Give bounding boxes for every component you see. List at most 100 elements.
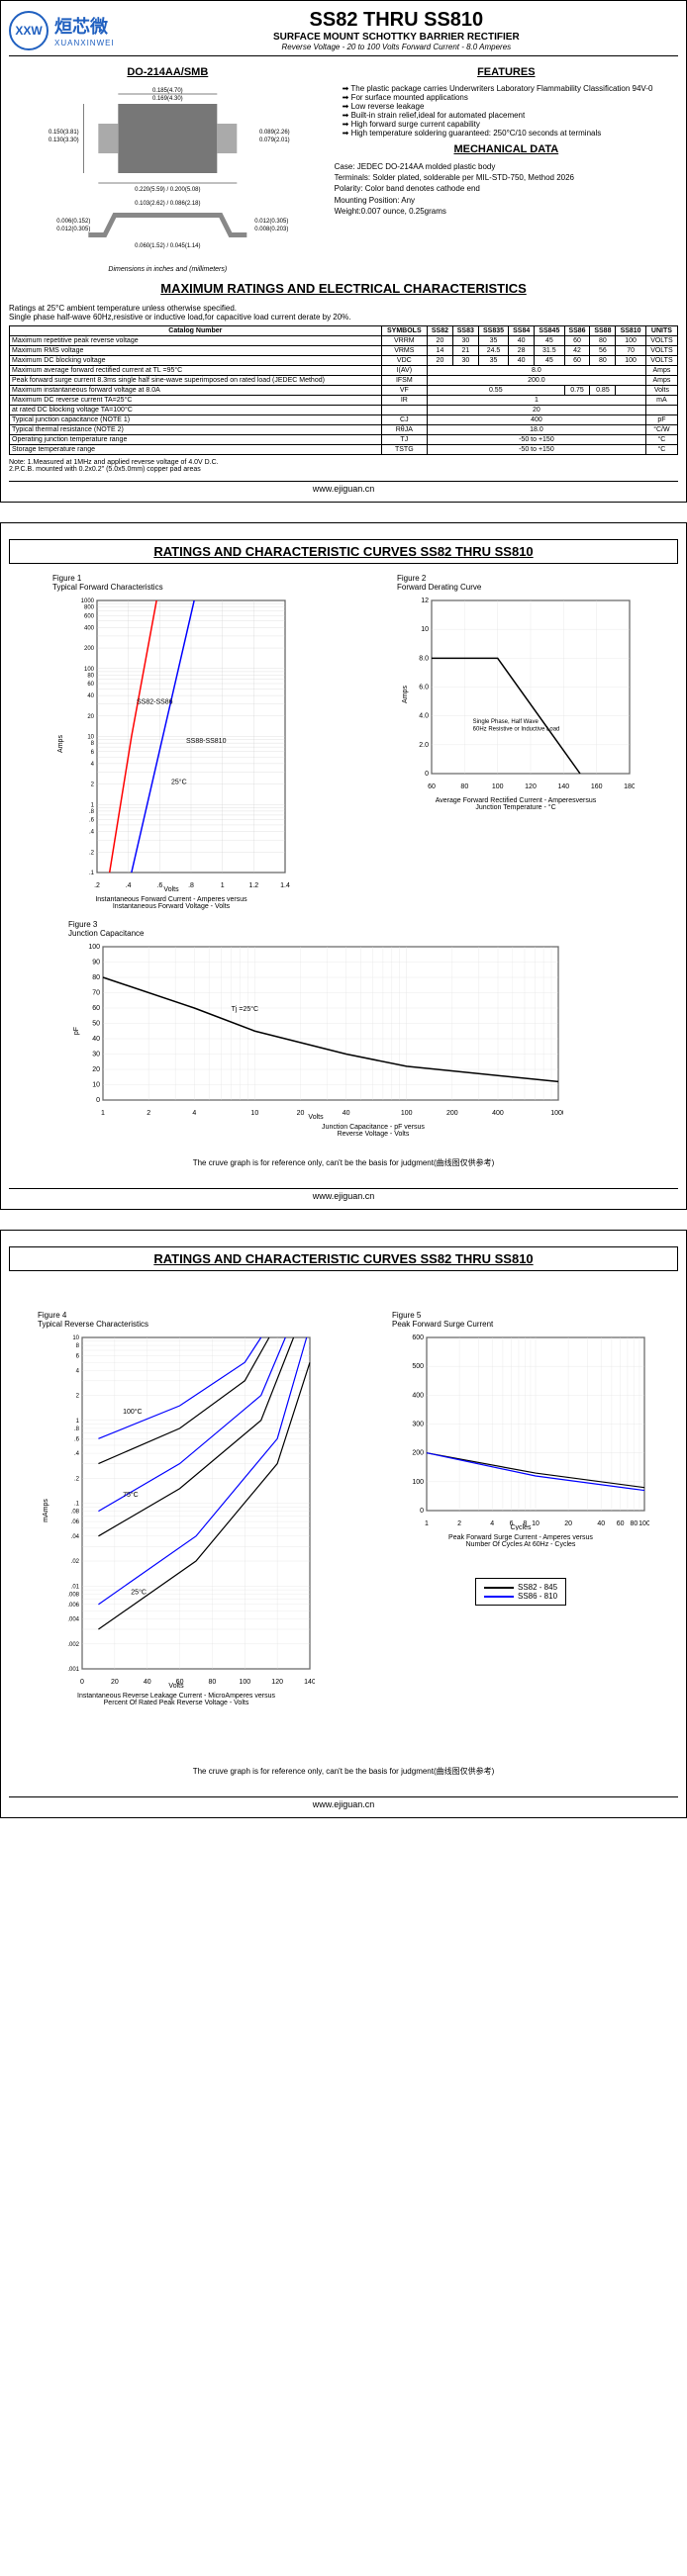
svg-text:0.006(0.152): 0.006(0.152) xyxy=(56,219,90,225)
svg-text:1: 1 xyxy=(76,1419,80,1425)
features-list: The plastic package carries Underwriters… xyxy=(335,84,678,138)
svg-text:.02: .02 xyxy=(71,1559,80,1565)
svg-text:50: 50 xyxy=(92,1021,100,1028)
svg-text:500: 500 xyxy=(412,1363,424,1370)
figure-1: Figure 1 Typical Forward Characteristics… xyxy=(52,574,290,910)
svg-text:25°C: 25°C xyxy=(131,1588,147,1596)
svg-text:60: 60 xyxy=(87,682,94,688)
svg-text:600: 600 xyxy=(412,1334,424,1341)
svg-text:0.079(2.01): 0.079(2.01) xyxy=(259,138,290,143)
svg-text:Amps: Amps xyxy=(402,686,409,703)
svg-text:2: 2 xyxy=(457,1520,461,1527)
svg-text:.01: .01 xyxy=(71,1584,80,1590)
fig1-chart: .2.4.6.811.21.41000800600400200100806040… xyxy=(52,596,290,892)
svg-text:180: 180 xyxy=(624,783,635,790)
svg-text:200: 200 xyxy=(84,646,95,652)
svg-text:8: 8 xyxy=(76,1343,80,1349)
svg-text:10: 10 xyxy=(421,626,429,633)
package-drawing-top: 0.185(4.70) 0.169(4.30) 0.150(3.81) 0.13… xyxy=(9,84,327,193)
svg-text:Volts: Volts xyxy=(168,1683,184,1689)
mech-mounting: Mounting Position: Any xyxy=(335,195,678,206)
svg-text:400: 400 xyxy=(84,625,95,631)
svg-text:Volts: Volts xyxy=(308,1114,324,1120)
svg-text:100: 100 xyxy=(88,944,100,951)
page2-title: RATINGS AND CHARACTERISTIC CURVES SS82 T… xyxy=(9,539,678,564)
svg-text:0.008(0.203): 0.008(0.203) xyxy=(254,227,288,232)
svg-text:0.169(4.30): 0.169(4.30) xyxy=(152,96,183,102)
svg-text:60: 60 xyxy=(617,1520,625,1527)
svg-text:8: 8 xyxy=(91,741,95,747)
svg-text:0.220(5.59) / 0.200(5.08): 0.220(5.59) / 0.200(5.08) xyxy=(135,187,200,193)
svg-text:90: 90 xyxy=(92,960,100,966)
svg-text:Single Phase, Half Wave: Single Phase, Half Wave xyxy=(473,719,540,725)
svg-text:.4: .4 xyxy=(89,830,95,836)
svg-text:Tj =25°C: Tj =25°C xyxy=(232,1005,259,1013)
svg-text:1000: 1000 xyxy=(550,1110,563,1117)
mech-case: Case: JEDEC DO-214AA molded plastic body xyxy=(335,161,678,172)
svg-text:4: 4 xyxy=(91,762,95,768)
figure-2: Figure 2 Forward Derating Curve 60801001… xyxy=(397,574,635,910)
svg-text:300: 300 xyxy=(412,1422,424,1428)
svg-text:10: 10 xyxy=(92,1082,100,1089)
svg-text:140: 140 xyxy=(304,1679,315,1686)
subtitle: SURFACE MOUNT SCHOTTKY BARRIER RECTIFIER xyxy=(115,32,678,43)
mech-title: MECHANICAL DATA xyxy=(335,143,678,155)
fig5-chart: 0100200300400500600124681020406080100Cyc… xyxy=(392,1333,649,1530)
svg-text:140: 140 xyxy=(557,783,569,790)
svg-text:pF: pF xyxy=(73,1027,80,1035)
svg-text:.4: .4 xyxy=(126,882,132,889)
logo-en: XUANXINWEI xyxy=(54,39,115,47)
svg-text:0.089(2.26): 0.089(2.26) xyxy=(259,130,290,136)
svg-text:.4: .4 xyxy=(74,1451,80,1457)
svg-text:1: 1 xyxy=(425,1520,429,1527)
svg-text:8.0: 8.0 xyxy=(419,655,429,662)
svg-text:2: 2 xyxy=(91,782,95,788)
svg-text:4.0: 4.0 xyxy=(419,713,429,720)
disclaimer: The cruve graph is for reference only, c… xyxy=(9,1766,678,1777)
svg-text:80: 80 xyxy=(460,783,468,790)
svg-text:40: 40 xyxy=(597,1520,605,1527)
fig4-chart: 0204060801001201401086421.8.6.4.2.1.08.0… xyxy=(38,1333,315,1689)
page-1: XXW 烜芯微 XUANXINWEI SS82 THRU SS810 SURFA… xyxy=(0,0,687,503)
ratings-table: Catalog NumberSYMBOLSSS82SS83SS835SS84SS… xyxy=(9,325,678,455)
svg-text:400: 400 xyxy=(492,1110,504,1117)
legend: SS82 - 845 SS86 - 810 xyxy=(475,1578,566,1606)
footer: www.ejiguan.cn xyxy=(9,481,678,494)
page3-title: RATINGS AND CHARACTERISTIC CURVES SS82 T… xyxy=(9,1246,678,1271)
ratings-note: Note: 1.Measured at 1MHz and applied rev… xyxy=(9,459,678,473)
ratings-intro: Ratings at 25°C ambient temperature unle… xyxy=(9,304,678,322)
figure-5: Figure 5 Peak Forward Surge Current 0100… xyxy=(392,1311,649,1706)
svg-text:0.060(1.52) / 0.045(1.14): 0.060(1.52) / 0.045(1.14) xyxy=(135,243,200,249)
svg-text:.8: .8 xyxy=(89,809,95,815)
svg-text:.1: .1 xyxy=(74,1502,80,1508)
svg-text:40: 40 xyxy=(92,1036,100,1043)
svg-text:1.4: 1.4 xyxy=(280,882,290,889)
svg-text:40: 40 xyxy=(87,693,94,699)
svg-text:400: 400 xyxy=(412,1392,424,1399)
svg-text:80: 80 xyxy=(92,974,100,981)
svg-text:100: 100 xyxy=(401,1110,413,1117)
svg-text:20: 20 xyxy=(564,1520,572,1527)
svg-text:160: 160 xyxy=(591,783,603,790)
svg-text:.8: .8 xyxy=(188,882,194,889)
svg-text:60: 60 xyxy=(428,783,436,790)
svg-text:2: 2 xyxy=(147,1110,150,1117)
svg-text:60Hz Resistive or Inductive Lo: 60Hz Resistive or Inductive Load xyxy=(473,726,560,732)
specs: Reverse Voltage - 20 to 100 Volts Forwar… xyxy=(115,43,678,51)
svg-text:.2: .2 xyxy=(94,882,100,889)
svg-text:60: 60 xyxy=(92,1005,100,1012)
svg-text:120: 120 xyxy=(271,1679,283,1686)
features-title: FEATURES xyxy=(335,66,678,78)
svg-text:0: 0 xyxy=(80,1679,84,1686)
mech-polarity: Polarity: Color band denotes cathode end xyxy=(335,183,678,194)
svg-text:0.012(0.305): 0.012(0.305) xyxy=(56,227,90,232)
svg-text:20: 20 xyxy=(297,1110,305,1117)
svg-text:.8: .8 xyxy=(74,1426,80,1432)
svg-text:100: 100 xyxy=(492,783,504,790)
svg-text:0: 0 xyxy=(425,771,429,778)
svg-text:800: 800 xyxy=(84,605,95,611)
svg-text:100: 100 xyxy=(638,1520,649,1527)
ratings-title: MAXIMUM RATINGS AND ELECTRICAL CHARACTER… xyxy=(9,281,678,296)
logo: XXW 烜芯微 XUANXINWEI xyxy=(9,9,115,51)
svg-text:0.150(3.81): 0.150(3.81) xyxy=(49,130,79,136)
